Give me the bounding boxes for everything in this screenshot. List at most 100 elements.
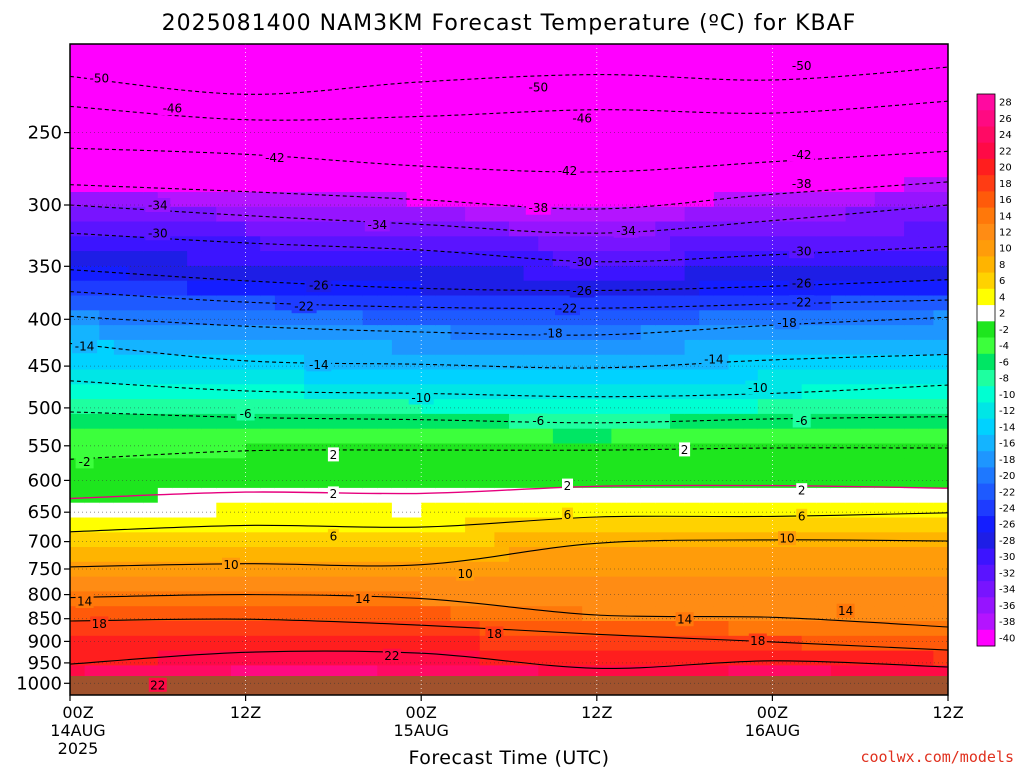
temperature-cell bbox=[84, 502, 100, 519]
temperature-cell bbox=[655, 458, 671, 474]
temperature-cell bbox=[231, 502, 247, 519]
temperature-cell bbox=[231, 650, 247, 667]
temperature-cell bbox=[611, 118, 627, 134]
temperature-cell bbox=[918, 221, 935, 238]
temperature-cell bbox=[552, 147, 569, 164]
temperature-cell bbox=[391, 103, 408, 119]
temperature-cell bbox=[362, 325, 379, 341]
temperature-cell bbox=[245, 458, 261, 474]
temperature-cell bbox=[699, 502, 715, 519]
temperature-cell bbox=[377, 132, 393, 149]
colorbar-swatch bbox=[977, 386, 995, 403]
temperature-cell bbox=[889, 517, 905, 534]
temperature-cell bbox=[70, 221, 86, 238]
temperature-cell bbox=[99, 413, 115, 430]
temperature-cell bbox=[70, 73, 86, 90]
temperature-cell bbox=[918, 325, 935, 341]
temperature-cell bbox=[889, 236, 905, 252]
temperature-cell bbox=[889, 561, 905, 578]
temperature-cell bbox=[816, 295, 832, 312]
temperature-cell bbox=[260, 325, 276, 341]
temperature-cell bbox=[172, 458, 188, 474]
temperature-cell bbox=[640, 591, 657, 607]
temperature-cell bbox=[874, 118, 891, 134]
temperature-cell bbox=[670, 384, 686, 400]
temperature-cell bbox=[816, 236, 832, 252]
temperature-cell bbox=[582, 295, 598, 312]
temperature-cell bbox=[274, 532, 291, 548]
temperature-cell bbox=[538, 591, 554, 607]
temperature-cell bbox=[172, 206, 188, 223]
temperature-cell bbox=[450, 399, 466, 415]
temperature-cell bbox=[260, 221, 276, 238]
temperature-cell bbox=[406, 132, 422, 149]
temperature-cell bbox=[289, 413, 305, 430]
temperature-cell bbox=[933, 147, 948, 164]
contour-label: -38 bbox=[792, 177, 812, 191]
temperature-cell bbox=[787, 635, 803, 652]
temperature-cell bbox=[538, 502, 554, 519]
contour-label-bg bbox=[222, 557, 240, 572]
temperature-cell bbox=[406, 265, 422, 282]
temperature-cell bbox=[304, 162, 320, 178]
temperature-cell bbox=[494, 73, 510, 90]
temperature-cell bbox=[640, 103, 657, 119]
temperature-cell bbox=[406, 502, 422, 519]
temperature-cell bbox=[611, 487, 627, 504]
temperature-cell bbox=[509, 384, 525, 400]
temperature-cell bbox=[640, 236, 657, 252]
temperature-cell bbox=[904, 251, 920, 267]
temperature-cell bbox=[889, 147, 905, 164]
temperature-cell bbox=[757, 132, 774, 149]
temperature-cell bbox=[260, 162, 276, 178]
temperature-cell bbox=[596, 591, 613, 607]
temperature-cell bbox=[670, 339, 686, 356]
temperature-cell bbox=[494, 177, 510, 193]
temperature-cell bbox=[143, 147, 159, 164]
contour-label-bg bbox=[569, 283, 595, 298]
temperature-cell bbox=[289, 147, 305, 164]
temperature-cell bbox=[523, 280, 539, 297]
contour-label: -42 bbox=[792, 148, 812, 162]
temperature-cell bbox=[538, 339, 554, 356]
temperature-cell bbox=[567, 206, 583, 223]
temperature-cell bbox=[933, 221, 948, 238]
temperature-cell bbox=[450, 265, 466, 282]
colorbar-swatch bbox=[977, 629, 995, 647]
temperature-cell bbox=[757, 88, 774, 104]
temperature-cell bbox=[889, 295, 905, 312]
temperature-cell bbox=[187, 162, 203, 178]
temperature-cell bbox=[362, 621, 379, 637]
temperature-cell bbox=[128, 103, 144, 119]
temperature-cell bbox=[772, 206, 788, 223]
contour-label-bg bbox=[745, 380, 771, 395]
contour-label-bg bbox=[408, 390, 434, 405]
temperature-cell bbox=[362, 443, 379, 460]
temperature-cell bbox=[684, 192, 700, 208]
temperature-cell bbox=[157, 635, 174, 652]
temperature-cell bbox=[128, 532, 144, 548]
temperature-cell bbox=[567, 177, 583, 193]
temperature-cell bbox=[187, 251, 203, 267]
temperature-cell bbox=[304, 73, 320, 90]
temperature-cell bbox=[406, 606, 422, 622]
temperature-cell bbox=[713, 606, 730, 622]
temperature-cell bbox=[187, 650, 203, 667]
temperature-cell bbox=[289, 473, 305, 489]
temperature-cell bbox=[70, 576, 86, 593]
temperature-cell bbox=[787, 339, 803, 356]
temperature-cell bbox=[187, 606, 203, 622]
temperature-cell bbox=[231, 147, 247, 164]
temperature-cell bbox=[933, 547, 948, 563]
temperature-cell bbox=[670, 561, 686, 578]
temperature-cell bbox=[274, 310, 291, 326]
temperature-cell bbox=[655, 487, 671, 504]
temperature-cell bbox=[435, 635, 452, 652]
temperature-cell bbox=[743, 206, 759, 223]
temperature-cell bbox=[70, 265, 86, 282]
temperature-cell bbox=[201, 103, 218, 119]
temperature-cell bbox=[830, 591, 847, 607]
temperature-cell bbox=[333, 132, 349, 149]
temperature-cell bbox=[538, 118, 554, 134]
